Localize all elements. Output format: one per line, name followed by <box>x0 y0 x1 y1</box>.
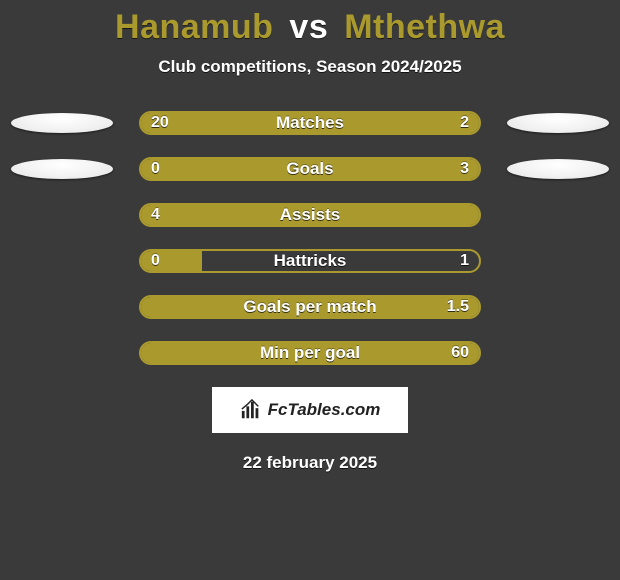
stat-row: Min per goal60 <box>0 341 620 365</box>
stat-label: Assists <box>141 205 479 225</box>
stat-bar: Assists4 <box>139 203 481 227</box>
vs-label: vs <box>289 8 328 46</box>
stat-row: Hattricks0 1 <box>0 249 620 273</box>
stat-value-left: 20 <box>151 113 169 133</box>
subtitle: Club competitions, Season 2024/2025 <box>0 57 620 77</box>
stat-row: Matches20 2 <box>0 111 620 135</box>
player1-avatar <box>11 113 113 133</box>
stat-label: Min per goal <box>141 343 479 363</box>
stat-value-right: 2 <box>460 113 469 133</box>
stat-label: Goals per match <box>141 297 479 317</box>
stat-value-left: 0 <box>151 159 160 179</box>
stat-label: Goals <box>141 159 479 179</box>
stat-row: Assists4 <box>0 203 620 227</box>
stat-value-right: 60 <box>451 343 469 363</box>
attribution-badge: FcTables.com <box>212 387 408 433</box>
player1-avatar <box>11 159 113 179</box>
stats-list: Matches202Goals03Assists4Hattricks01Goal… <box>0 111 620 365</box>
player2-name: Mthethwa <box>344 8 505 46</box>
stat-value-left: 4 <box>151 205 160 225</box>
page-title: Hanamub vs Mthethwa <box>0 8 620 47</box>
stat-bar: Min per goal60 <box>139 341 481 365</box>
stat-bar: Goals0 3 <box>139 157 481 181</box>
bar-chart-icon <box>240 399 262 421</box>
stat-bar: Hattricks0 1 <box>139 249 481 273</box>
attribution-text: FcTables.com <box>268 400 381 420</box>
player1-name: Hanamub <box>115 8 273 46</box>
stat-row: Goals0 3 <box>0 157 620 181</box>
stat-label: Hattricks <box>141 251 479 271</box>
stat-value-left: 0 <box>151 251 160 271</box>
stat-bar: Matches20 2 <box>139 111 481 135</box>
stat-row: Goals per match1.5 <box>0 295 620 319</box>
stat-value-right: 3 <box>460 159 469 179</box>
stat-label: Matches <box>141 113 479 133</box>
player2-avatar <box>507 113 609 133</box>
player2-avatar <box>507 159 609 179</box>
stat-value-right: 1 <box>460 251 469 271</box>
container: Hanamub vs Mthethwa Club competitions, S… <box>0 0 620 473</box>
stat-value-right: 1.5 <box>447 297 469 317</box>
stat-bar: Goals per match1.5 <box>139 295 481 319</box>
date-label: 22 february 2025 <box>0 453 620 473</box>
